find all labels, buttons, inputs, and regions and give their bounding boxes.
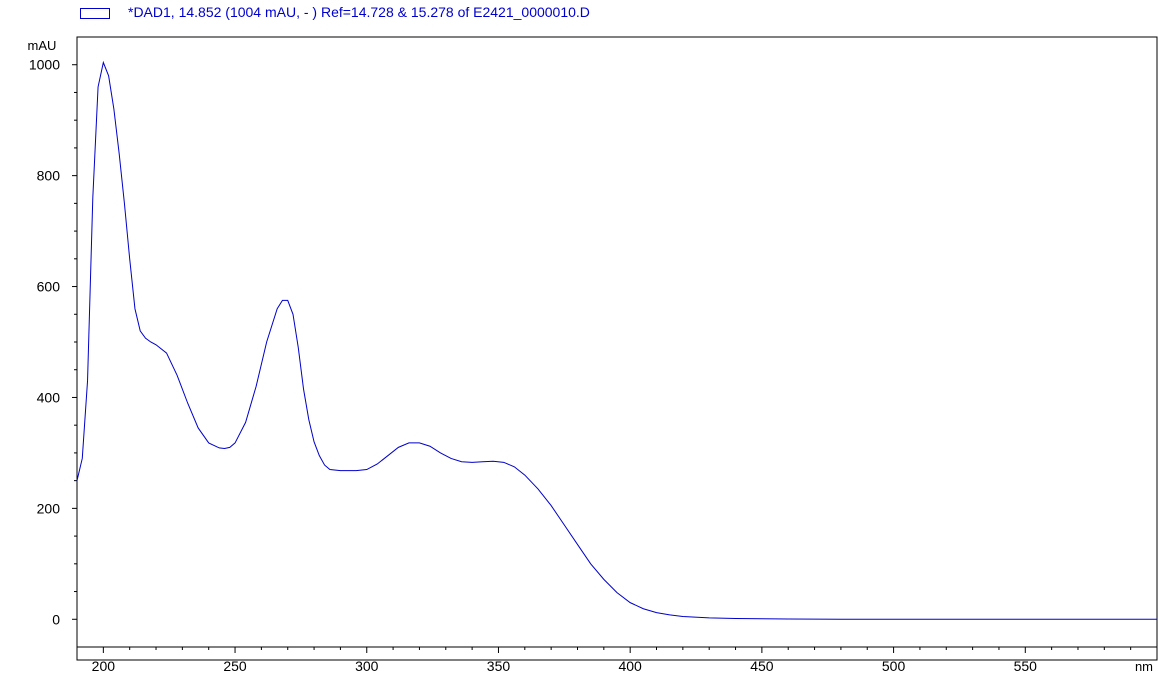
- x-tick-label: 450: [750, 658, 774, 674]
- y-tick-label: 0: [52, 611, 60, 627]
- y-tick-label: 800: [37, 168, 61, 184]
- x-tick-label: 350: [487, 658, 511, 674]
- y-tick-label: 600: [37, 279, 61, 295]
- x-tick-label: 550: [1014, 658, 1038, 674]
- legend-swatch: [80, 8, 110, 19]
- x-tick-label: 300: [355, 658, 379, 674]
- x-tick-label: 250: [223, 658, 247, 674]
- y-tick-label: 200: [37, 500, 61, 516]
- y-axis-label: mAU: [28, 38, 57, 53]
- spectrum-line: [76, 60, 1157, 620]
- plot-frame: [76, 36, 1158, 661]
- x-axis-label: nm: [1135, 659, 1153, 674]
- x-tick-label: 500: [882, 658, 906, 674]
- x-ticks: 200 250 300 350 400 450 500 550: [76, 647, 1158, 674]
- y-tick-label: 400: [37, 389, 61, 405]
- legend-label: *DAD1, 14.852 (1004 mAU, - ) Ref=14.728 …: [128, 4, 590, 20]
- x-tick-label: 200: [92, 658, 116, 674]
- y-tick-label: 1000: [29, 57, 60, 73]
- x-tick-label: 400: [618, 658, 642, 674]
- y-ticks: 0 200 400 600 800 1000: [29, 57, 77, 627]
